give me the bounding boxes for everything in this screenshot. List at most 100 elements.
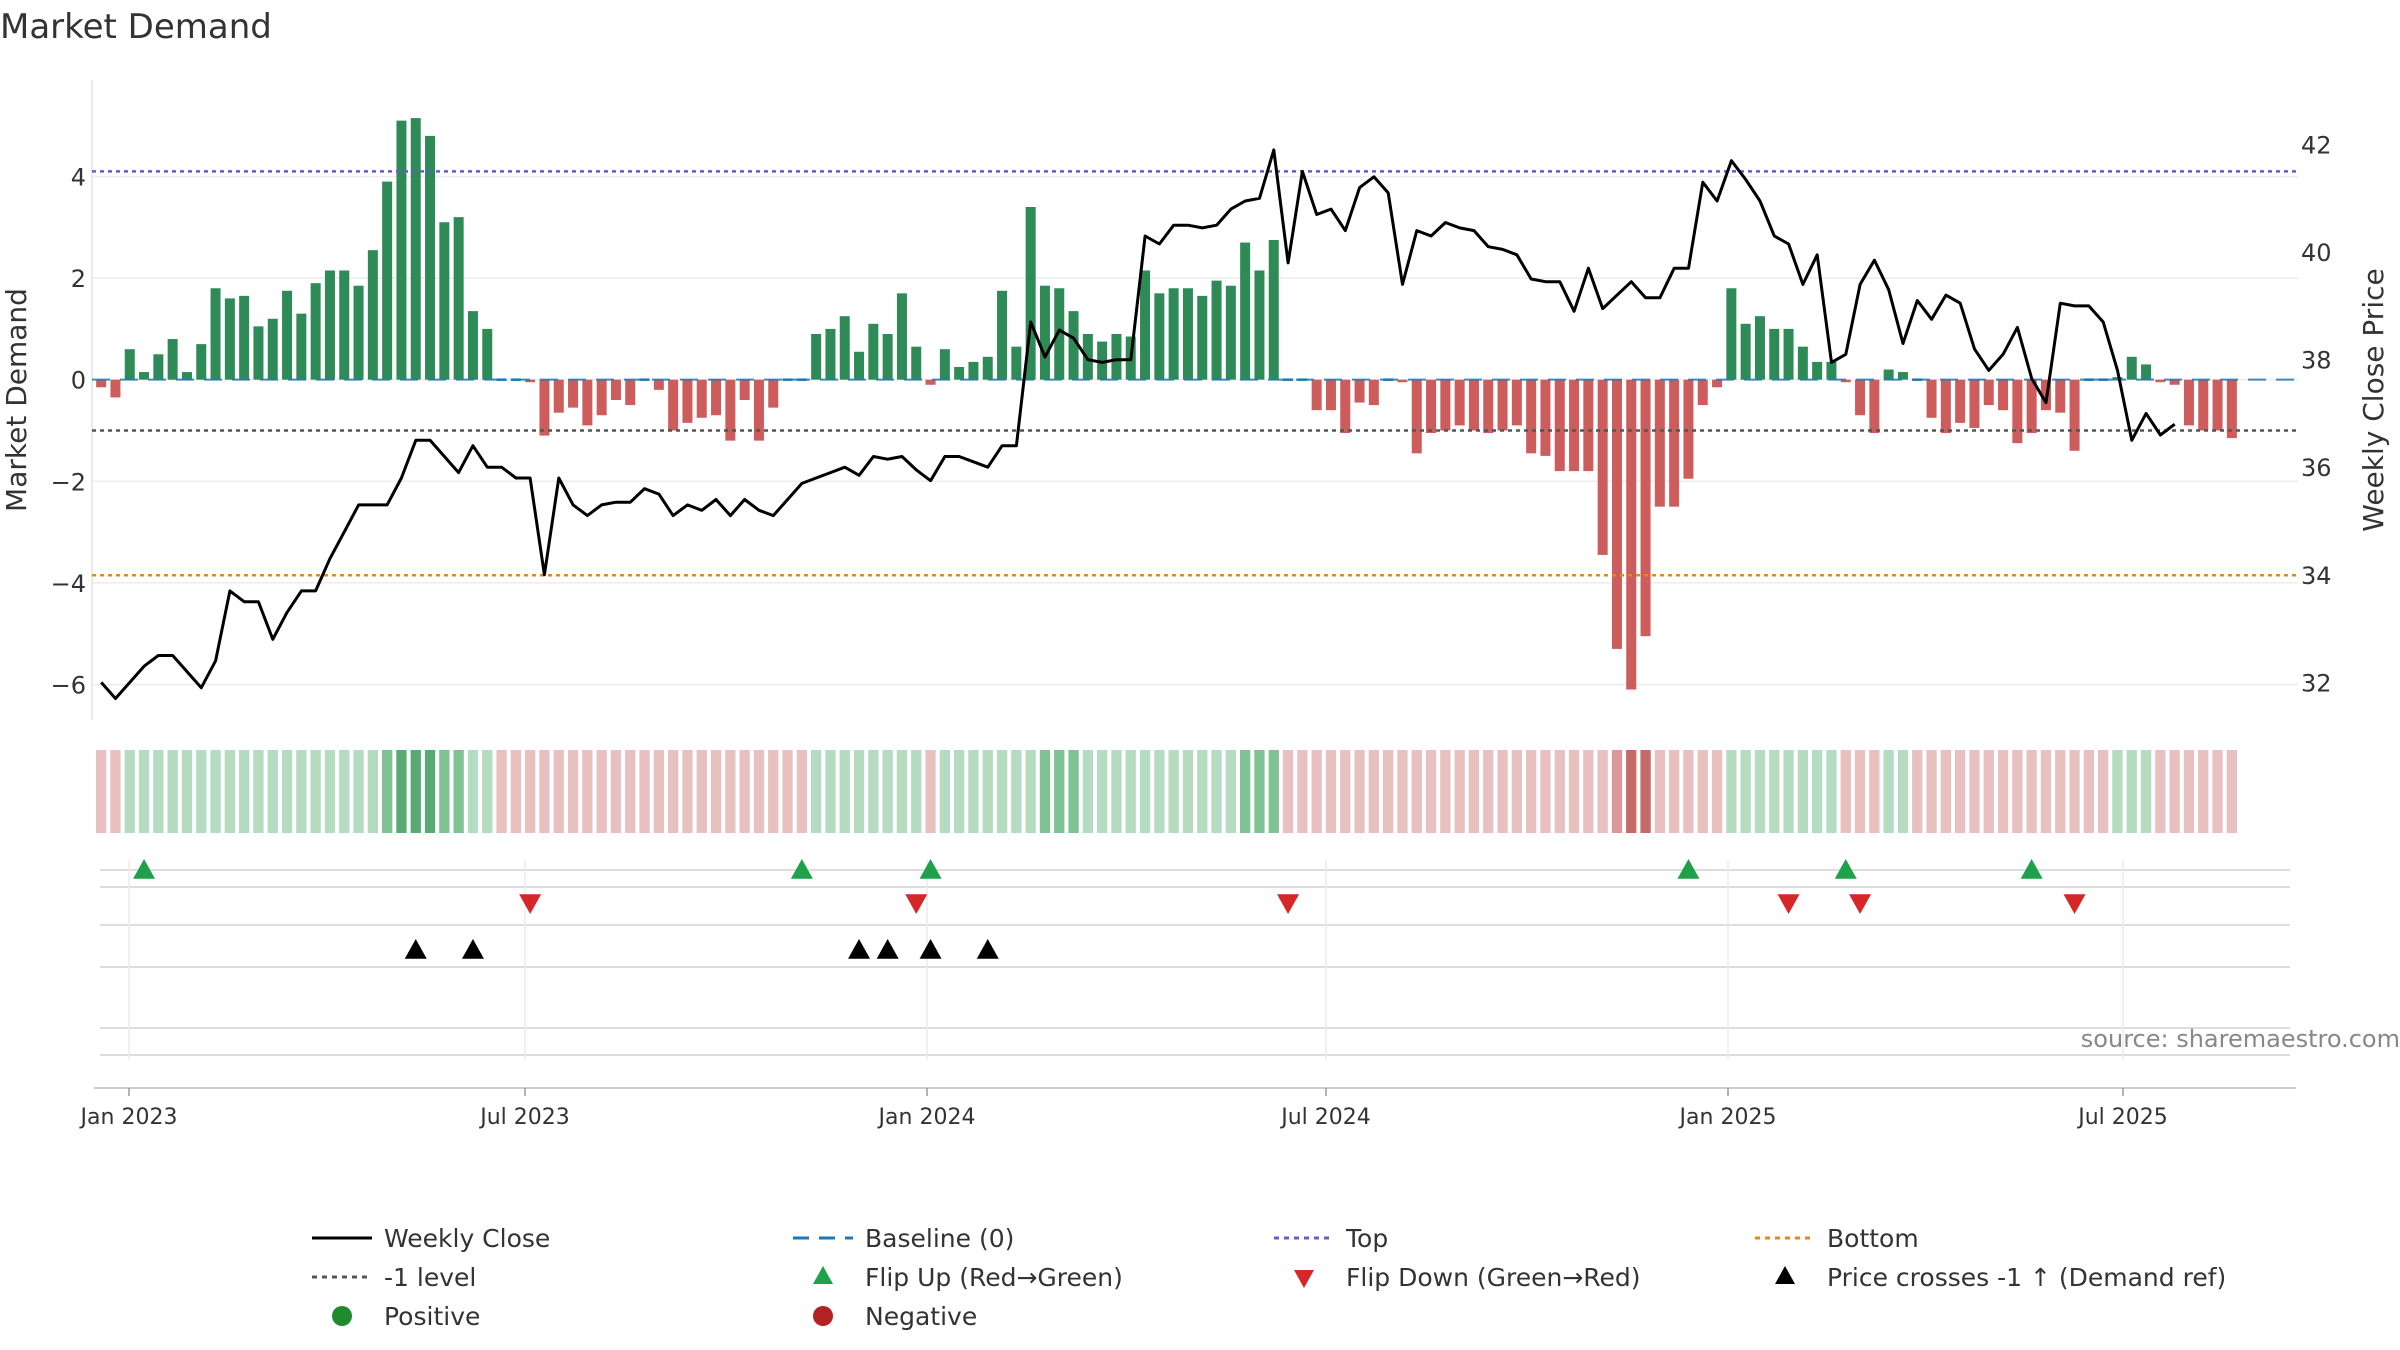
heat-cell xyxy=(1797,750,1808,833)
heat-cell xyxy=(1583,750,1594,833)
heat-cell xyxy=(882,750,893,833)
left-tick-label: −4 xyxy=(51,570,86,598)
positive-bar xyxy=(868,323,879,380)
negative-bar xyxy=(110,379,121,398)
negative-bar xyxy=(625,379,636,406)
negative-bar xyxy=(96,379,107,388)
heat-cell xyxy=(1497,750,1508,833)
heat-cell xyxy=(1568,750,1580,833)
positive-bar xyxy=(167,339,178,380)
heat-cell xyxy=(1054,750,1065,833)
heat-cell xyxy=(610,750,622,833)
negative-bar xyxy=(696,379,707,418)
heat-cell xyxy=(896,750,908,833)
heat-cell xyxy=(424,750,436,833)
negative-bar xyxy=(1926,379,1937,418)
right-tick-label: 34 xyxy=(2301,562,2332,590)
heat-cell xyxy=(1511,750,1522,833)
heat-cell xyxy=(782,750,793,833)
heat-cell xyxy=(281,750,293,833)
price-cross-marker xyxy=(461,939,484,959)
heat-cell xyxy=(1726,750,1737,833)
positive-bar xyxy=(911,346,922,380)
positive-bar xyxy=(1082,333,1093,380)
price-cross-marker xyxy=(919,939,942,959)
heat-cell xyxy=(1225,750,1236,833)
heat-cell xyxy=(224,750,235,833)
heat-cell xyxy=(1454,750,1465,833)
heat-cell xyxy=(539,750,550,833)
positive-bar xyxy=(1225,285,1236,380)
heat-cell xyxy=(496,750,507,833)
flip-up-marker xyxy=(1834,859,1857,879)
positive-bar xyxy=(1154,293,1165,380)
heat-cell xyxy=(1397,750,1408,833)
negative-bar xyxy=(2069,379,2080,451)
negative-bar xyxy=(1611,379,1622,649)
heat-cell xyxy=(982,750,993,833)
positive-bar xyxy=(267,318,278,380)
positive-bar xyxy=(997,290,1008,380)
heat-cell xyxy=(939,750,950,833)
heat-cell xyxy=(1812,750,1823,833)
x-tick-label: Jan 2024 xyxy=(877,1105,976,1130)
positive-bar xyxy=(1197,295,1208,380)
heat-cell xyxy=(925,750,936,833)
negative-bar xyxy=(1526,379,1537,454)
heat-cell xyxy=(1011,750,1022,833)
heat-cell xyxy=(739,750,750,833)
price-cross-marker xyxy=(848,939,871,959)
heat-cell xyxy=(1654,750,1665,833)
heat-cell xyxy=(1182,750,1194,833)
heat-cell xyxy=(625,750,636,833)
heat-cell xyxy=(324,750,336,833)
heat-cell xyxy=(1211,750,1222,833)
heat-cell xyxy=(1082,750,1093,833)
positive-bar xyxy=(1783,328,1794,380)
heat-cell xyxy=(996,750,1008,833)
heat-cell xyxy=(853,750,865,833)
negative-bar xyxy=(1683,379,1694,479)
negative-bar xyxy=(711,379,722,416)
demand-bars xyxy=(96,118,2237,690)
negative-bar xyxy=(1955,379,1966,423)
price-cross-marker xyxy=(876,939,899,959)
negative-bar xyxy=(739,379,750,400)
heat-cell xyxy=(911,750,922,833)
heat-cell xyxy=(2140,750,2152,833)
heat-cell xyxy=(1711,750,1723,833)
flip-down-marker xyxy=(519,894,542,914)
positive-bar xyxy=(1883,369,1894,380)
negative-bar xyxy=(2198,379,2209,431)
negative-bar xyxy=(1340,379,1351,434)
heat-cell xyxy=(1754,750,1766,833)
heat-cell xyxy=(839,750,850,833)
positive-bar xyxy=(939,349,950,380)
source-note: source: sharemaestro.com xyxy=(2081,1025,2400,1053)
positive-bar xyxy=(1797,346,1808,380)
positive-bar xyxy=(968,361,979,380)
positive-bar xyxy=(1068,311,1079,380)
negative-bar xyxy=(1654,379,1665,507)
right-tick-label: 42 xyxy=(2301,132,2332,160)
heat-cell xyxy=(1111,750,1122,833)
heat-cell xyxy=(1039,750,1051,833)
heat-cell xyxy=(1282,750,1294,833)
heat-cell xyxy=(582,750,593,833)
positive-bar xyxy=(882,333,893,380)
event-marker-rows xyxy=(100,859,2290,1060)
negative-bar xyxy=(553,379,564,413)
heat-cell xyxy=(1997,750,2009,833)
legend: Weekly Close Baseline (0) Top Bottom -1 leve… xyxy=(312,1224,2226,1331)
positive-bar xyxy=(1039,285,1050,380)
heat-cell xyxy=(753,750,765,833)
heat-cell xyxy=(2226,750,2237,833)
negative-bar xyxy=(2169,379,2180,385)
flip-down-marker xyxy=(905,894,928,914)
heat-cell xyxy=(510,750,521,833)
right-tick-label: 32 xyxy=(2301,669,2332,697)
positive-bar xyxy=(296,313,307,380)
positive-bar xyxy=(2141,364,2152,380)
price-cross-marker xyxy=(976,939,999,959)
